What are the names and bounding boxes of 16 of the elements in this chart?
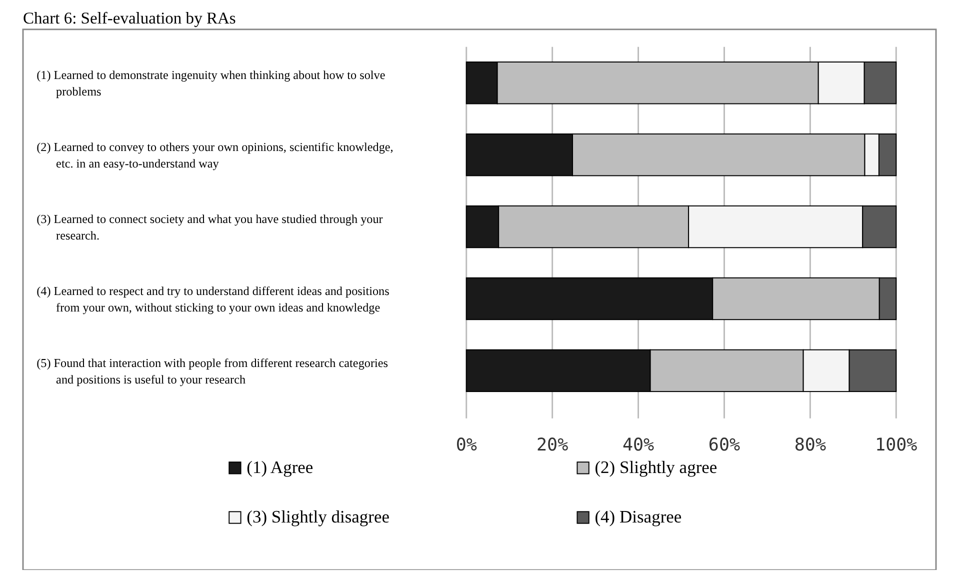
y-tick-label: (5) Found that interaction with people from different research categories and positions is useful to your research [36,356,388,386]
legend-label: (1) Agree [246,456,314,477]
x-tick-label: 60% [708,435,740,456]
x-tick-label: 40% [622,435,655,456]
x-tick-label: 100% [875,435,918,456]
legend-label: (3) Slightly disagree [246,506,390,526]
x-tick-label: 20% [536,435,569,456]
legend-label: (2) Slightly agree [594,456,718,477]
y-tick-label: (4) Learned to respect and try to understand different ideas and positions from your own, without sticking to your own ideas and knowledge [36,284,390,314]
legend-label: (4) Disagree [594,506,682,526]
x-tick-label: 0% [456,435,478,456]
text: Chart 6: Self-evaluation by RAs [22,8,236,28]
y-tick-label: (2) Learned to convey to others your own opinions, scientific knowledge, etc. in an easy-to-understand way [36,140,394,170]
x-tick-label: 80% [794,435,826,456]
y-tick-label: (3) Learned to connect society and what you have studied through your research. [36,212,383,242]
y-tick-label: (1) Learned to demonstrate ingenuity when thinking about how to solve problems [36,68,386,99]
